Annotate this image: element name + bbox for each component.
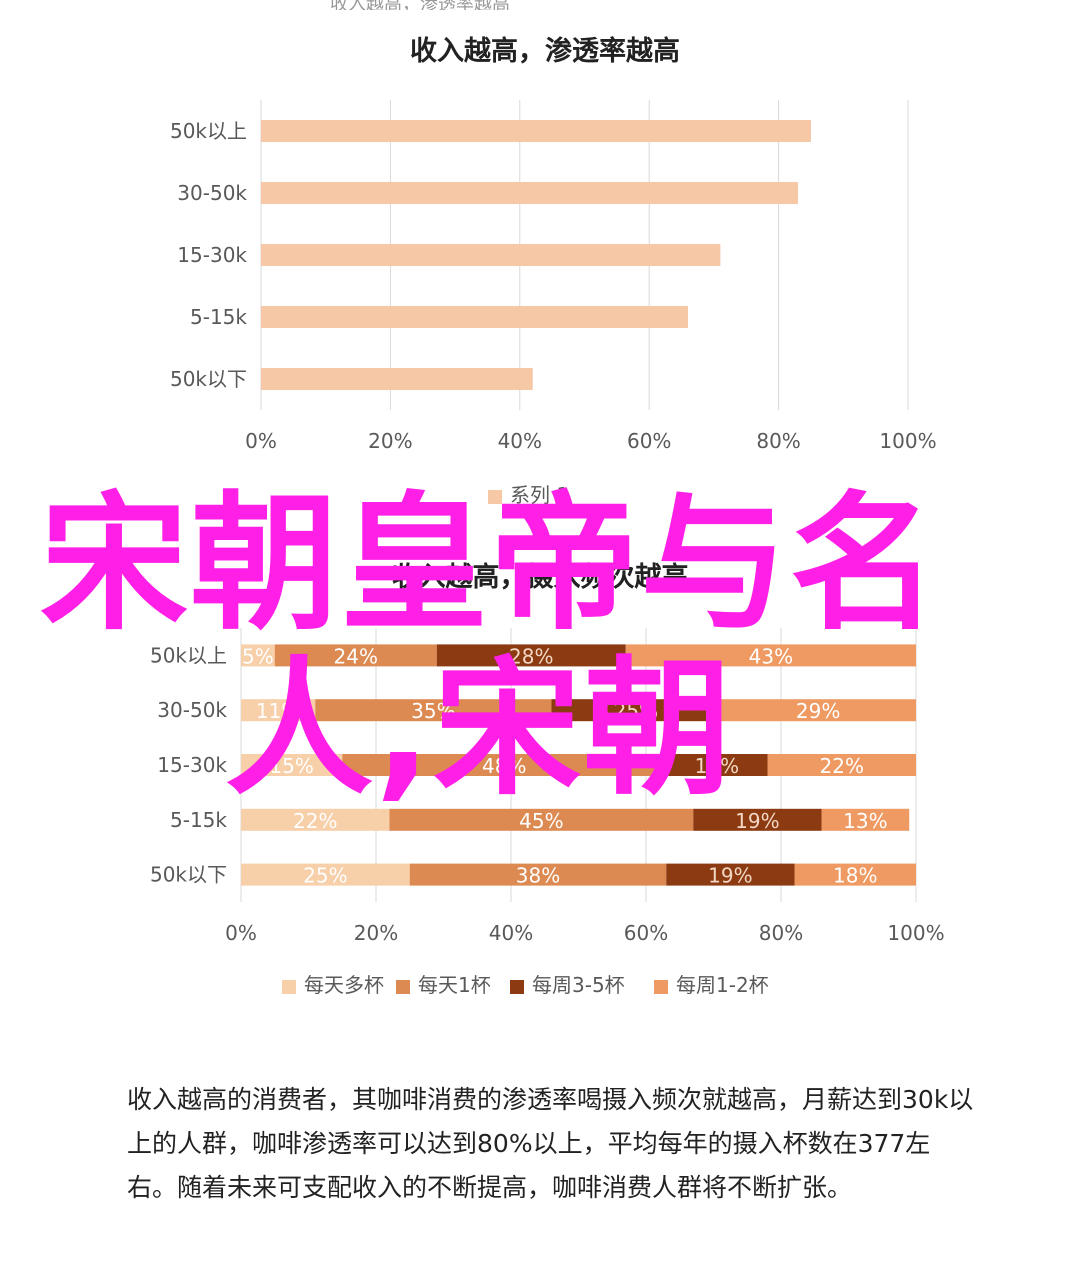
- bar-segment: [666, 754, 768, 776]
- bar-segment: [767, 754, 916, 776]
- bar-segment: [389, 808, 694, 831]
- legend-swatch: [282, 980, 296, 994]
- cropped-title-remnant: 收入越高，渗透率越高: [330, 0, 510, 10]
- chart-title: 收入越高，渗透率越高: [410, 35, 680, 67]
- data-label: 38%: [516, 864, 560, 888]
- chart-income-frequency: 收入越高，摄入频次越高 0% 20% 40% 60% 80% 100% 50k以上 5% 24% 2…: [150, 561, 945, 997]
- data-label: 13%: [843, 809, 887, 833]
- data-label: 19%: [708, 864, 752, 888]
- x-tick-label: 60%: [627, 429, 671, 453]
- bar-segment: [261, 244, 721, 266]
- bar-segment: [625, 644, 916, 667]
- data-label: 15%: [269, 754, 313, 778]
- bar-segment: [693, 808, 822, 831]
- x-tick-label: 40%: [498, 429, 542, 453]
- x-tick-label: 40%: [489, 921, 533, 945]
- bar-segment: [315, 699, 552, 722]
- legend-label: 系列 1: [510, 483, 569, 507]
- x-tick-label: 100%: [879, 429, 936, 453]
- data-label: 29%: [796, 699, 840, 723]
- data-label: 35%: [411, 699, 455, 723]
- bar-segment: [274, 644, 437, 667]
- x-tick-label: 100%: [887, 921, 944, 945]
- legend-label: 每周1-2杯: [676, 973, 769, 997]
- category-label: 15-30k: [177, 243, 247, 267]
- category-label: 50k以下: [170, 367, 247, 391]
- data-label: 15%: [695, 754, 739, 778]
- x-tick-label: 0%: [245, 429, 277, 453]
- article-paragraph: 收入越高的消费者，其咖啡消费的渗透率喝摄入频次就越高，月薪达到30k以上的人群，…: [127, 1085, 974, 1202]
- bar-segment: [720, 699, 916, 722]
- category-label: 15-30k: [157, 753, 227, 777]
- bar-segment: [261, 368, 533, 390]
- x-tick-label: 80%: [759, 921, 803, 945]
- bar-segment: [794, 863, 916, 886]
- category-label: 50k以上: [170, 119, 247, 143]
- category-label: 50k以上: [150, 643, 227, 667]
- data-label: 22%: [820, 754, 864, 778]
- data-label: 11%: [256, 699, 300, 723]
- legend-label: 每天多杯: [304, 973, 384, 997]
- data-label: 24%: [334, 644, 378, 668]
- x-tick-label: 20%: [354, 921, 398, 945]
- bar-segment: [241, 699, 316, 722]
- category-label: 30-50k: [157, 698, 227, 722]
- legend-label: 每周3-5杯: [532, 973, 625, 997]
- bar-segment: [241, 808, 390, 831]
- data-label: 48%: [482, 754, 526, 778]
- data-label: 25%: [614, 699, 658, 723]
- data-label: 22%: [293, 809, 337, 833]
- legend-swatch: [488, 490, 502, 504]
- data-label: 5%: [242, 644, 274, 668]
- x-tick-label: 80%: [756, 429, 800, 453]
- legend-swatch: [396, 980, 410, 994]
- bar-segment: [241, 863, 410, 886]
- bar-segment: [551, 699, 721, 722]
- data-label: 43%: [749, 644, 793, 668]
- data-label: 28%: [509, 644, 553, 668]
- category-label: 5-15k: [170, 808, 227, 832]
- legend-swatch: [510, 980, 524, 994]
- bar-segment: [261, 182, 799, 204]
- x-tick-label: 60%: [624, 921, 668, 945]
- x-tick-label: 20%: [368, 429, 412, 453]
- chart-title: 收入越高，摄入频次越高: [392, 561, 689, 593]
- legend-swatch: [654, 980, 668, 994]
- data-label: 19%: [735, 809, 779, 833]
- bar-segment: [821, 808, 910, 831]
- top-cropped-strip: 收入越高，渗透率越高: [0, 0, 1080, 10]
- data-label: 25%: [303, 864, 347, 888]
- category-label: 50k以下: [150, 863, 227, 887]
- bar-segment: [241, 754, 343, 776]
- data-label: 45%: [519, 809, 563, 833]
- bar-segment: [409, 863, 667, 886]
- bar-segment: [342, 754, 667, 776]
- category-label: 30-50k: [177, 181, 247, 205]
- bar-segment: [261, 306, 689, 328]
- data-label: 18%: [833, 864, 877, 888]
- legend-label: 每天1杯: [418, 973, 491, 997]
- bar-segment: [666, 863, 795, 886]
- bar-segment: [261, 120, 811, 142]
- x-tick-label: 0%: [225, 921, 257, 945]
- bar-segment: [241, 644, 275, 667]
- chart-income-penetration: 收入越高，渗透率越高 0% 20% 40% 60% 80% 100% 50k以上 30-50k 1…: [170, 35, 937, 507]
- category-label: 5-15k: [190, 305, 247, 329]
- bar-segment: [436, 644, 626, 667]
